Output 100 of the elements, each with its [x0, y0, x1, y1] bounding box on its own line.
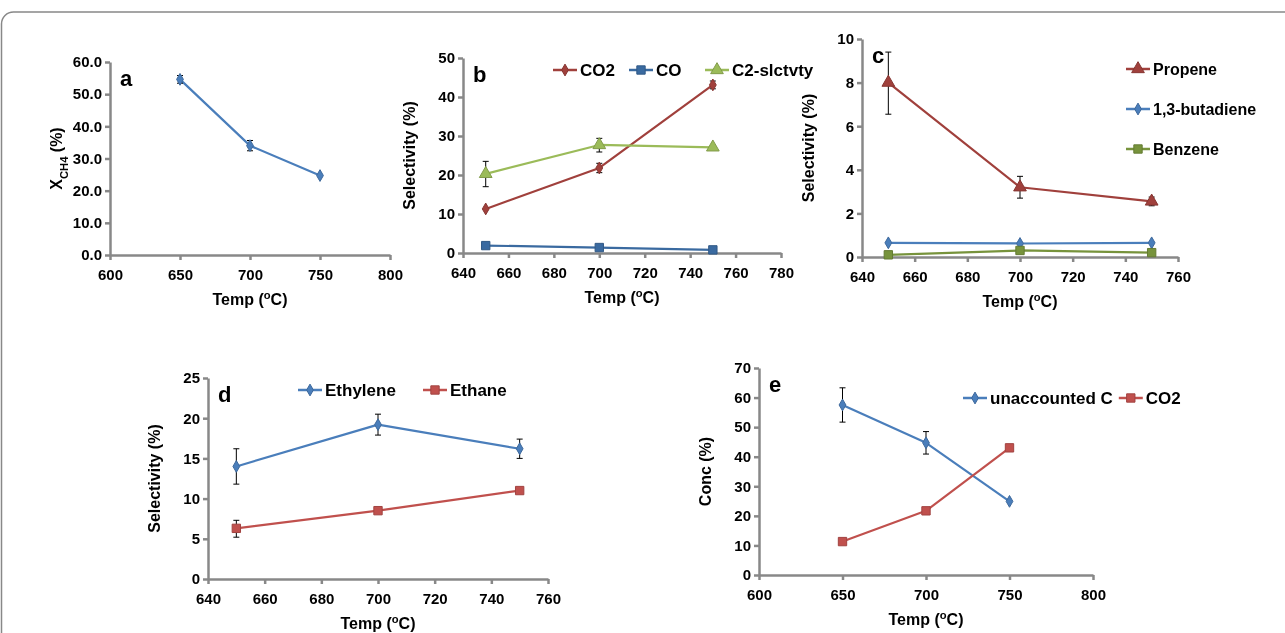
x-tick-label: 760 [535, 589, 562, 607]
x-tick-label: 760 [723, 263, 749, 281]
y-tick-label: 20 [183, 409, 200, 427]
x-tick-label: 750 [997, 585, 1023, 603]
x-tick-label: 640 [195, 589, 222, 607]
y-tick-label: 60 [734, 388, 751, 406]
point [921, 506, 931, 516]
y-tick-label: 25 [183, 369, 200, 387]
x-tick-label: 740 [678, 263, 704, 281]
x-axis-title: Temp ($^{o}$C) [982, 291, 1058, 310]
point [883, 250, 894, 260]
annotation: a [120, 66, 133, 91]
y-tick-label: 5 [191, 530, 200, 548]
x-tick-label: 650 [830, 585, 856, 603]
x-tick-label: 720 [1060, 267, 1086, 285]
point [1013, 179, 1027, 192]
y-tick-label: 60.0 [72, 53, 102, 71]
point [837, 536, 848, 547]
legend-label: Propene [1153, 61, 1218, 78]
x-tick-label: 700 [237, 265, 264, 283]
point [1146, 247, 1157, 258]
x-tick-label: 720 [632, 263, 658, 281]
point [514, 485, 525, 496]
y-tick-label: 0.0 [81, 246, 102, 264]
x-tick-label: 680 [309, 589, 335, 607]
x-tick-label: 660 [902, 267, 928, 285]
x-tick-label: 640 [450, 263, 477, 281]
y-axis-title: Selectivity (%) [401, 101, 418, 210]
x-tick-label: 780 [768, 263, 795, 281]
legend-label: unaccounted C [990, 389, 1113, 408]
annotation: c [872, 43, 885, 68]
x-axis-title: Temp ($^{o}$C) [340, 613, 416, 632]
x-tick-label: 680 [955, 267, 981, 285]
legend-label: CO2 [580, 61, 615, 80]
y-tick-label: 30.0 [72, 149, 102, 167]
x-tick-label: 700 [365, 589, 392, 607]
y-tick-label: 10 [837, 30, 854, 48]
y-tick-label: 10 [183, 489, 200, 507]
point [592, 137, 607, 150]
legend-label: Ethane [450, 381, 507, 400]
legend-label: CO [656, 61, 682, 80]
point [881, 74, 896, 87]
x-tick-label: 650 [167, 265, 194, 283]
y-tick-label: 20 [438, 166, 455, 184]
y-tick-label: 50.0 [72, 85, 102, 103]
x-axis-title: Temp ($^{o}$C) [888, 609, 964, 628]
annotation: b [473, 62, 487, 87]
y-tick-label: 20.0 [72, 181, 102, 199]
y-tick-label: 15 [183, 449, 200, 467]
point [1015, 245, 1025, 256]
y-axis-title: Selectivity (%) [146, 424, 163, 533]
y-tick-label: 40.0 [72, 117, 102, 135]
point [478, 165, 493, 178]
legend-label: Ethylene [325, 381, 396, 400]
x-tick-label: 660 [252, 589, 278, 607]
x-tick-label: 700 [1007, 267, 1034, 285]
y-tick-label: 4 [845, 161, 855, 179]
y-axis-title: Conc (%) [697, 436, 714, 507]
y-tick-label: 50 [734, 418, 751, 436]
x-tick-label: 600 [97, 265, 124, 283]
y-tick-label: 2 [845, 204, 854, 222]
y-tick-label: 10 [438, 205, 455, 223]
x-tick-label: 740 [479, 589, 505, 607]
y-tick-label: 30 [734, 477, 751, 495]
y-tick-label: 40 [734, 448, 751, 466]
x-tick-label: 760 [1165, 267, 1192, 285]
point [1144, 193, 1159, 206]
y-tick-label: 10 [734, 536, 751, 554]
annotation: d [218, 382, 232, 407]
y-axis-title: Selectivity (%) [800, 93, 817, 203]
x-tick-label: 800 [1080, 585, 1107, 603]
x-tick-label: 740 [1113, 267, 1139, 285]
x-tick-label: 680 [541, 263, 567, 281]
x-axis-title: Temp ($^{o}$C) [584, 287, 660, 306]
y-tick-label: 0 [446, 244, 455, 262]
y-tick-label: 30 [438, 127, 455, 145]
x-tick-label: 660 [496, 263, 522, 281]
point [594, 242, 604, 253]
point [373, 505, 383, 516]
x-axis-title: Temp ($^{o}$C) [212, 289, 288, 308]
point [1004, 443, 1015, 453]
y-tick-label: 40 [438, 88, 455, 106]
legend-label: C2-slctvty [732, 61, 814, 80]
y-tick-label: 0 [191, 570, 200, 588]
point [231, 523, 242, 534]
y-tick-label: 70 [734, 359, 751, 377]
x-tick-label: 700 [587, 263, 613, 281]
point [708, 245, 718, 255]
legend-label: Benzene [1153, 141, 1219, 158]
y-tick-label: 0 [742, 566, 751, 584]
annotation: e [769, 372, 782, 397]
legend-label: CO2 [1145, 389, 1181, 408]
y-tick-label: 6 [845, 117, 854, 135]
x-tick-label: 800 [377, 265, 404, 283]
x-tick-label: 700 [913, 585, 940, 603]
x-tick-label: 720 [422, 589, 448, 607]
legend-label: 1,3-butadiene [1153, 101, 1257, 118]
y-tick-label: 10.0 [72, 214, 102, 232]
y-tick-label: 20 [734, 507, 751, 525]
y-tick-label: 50 [438, 49, 455, 67]
